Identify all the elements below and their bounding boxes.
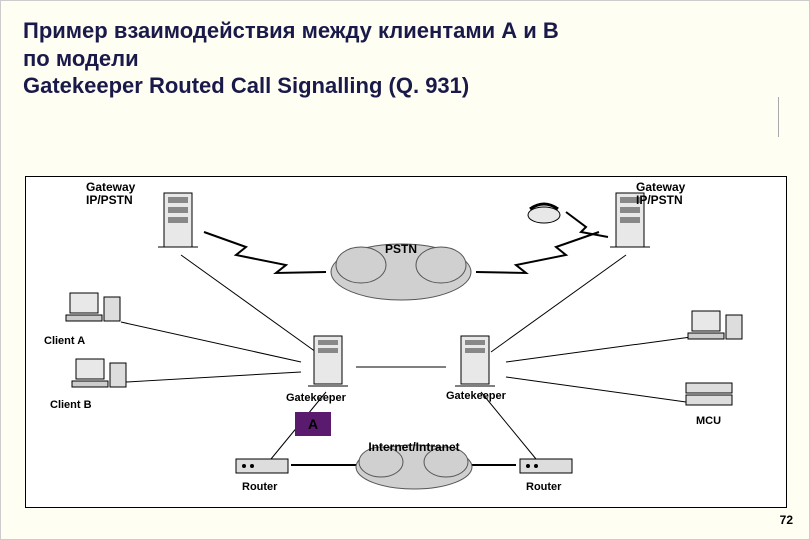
gatekeeper-r-icon	[451, 332, 501, 392]
router-l-icon	[232, 455, 292, 479]
router-r-icon	[516, 455, 576, 479]
title-line2: по модели	[23, 46, 139, 71]
mcu-label: MCU	[696, 415, 721, 427]
slide: Пример взаимодействия между клиентами А …	[0, 0, 810, 540]
client-b-label: Client B	[50, 399, 92, 411]
client-b-icon	[70, 355, 130, 400]
network-diagram: PSTN Internet/Intranet Gateway IP/PSTN	[25, 176, 787, 508]
gatekeeper-r-label: Gatekeeper	[446, 390, 506, 402]
router-r-label: Router	[526, 481, 561, 493]
page-number: 72	[780, 513, 793, 527]
router-l-label: Router	[242, 481, 277, 493]
pstn-cloud: PSTN	[331, 242, 471, 300]
gateway-left-icon	[154, 185, 204, 255]
workstation-r-icon	[686, 307, 746, 352]
internet-label: Internet/Intranet	[368, 440, 459, 454]
title-line3: Gatekeeper Routed Call Signalling (Q. 93…	[23, 73, 469, 98]
diagram-edges: PSTN Internet/Intranet	[26, 177, 786, 507]
gatekeeper-l-icon	[304, 332, 354, 392]
slide-title: Пример взаимодействия между клиентами А …	[23, 17, 753, 100]
marker-box-a: А	[295, 412, 331, 436]
title-line1: Пример взаимодействия между клиентами А …	[23, 18, 559, 43]
client-a-icon	[64, 289, 124, 334]
gatekeeper-l-label: Gatekeeper	[286, 392, 346, 404]
client-a-label: Client A	[44, 335, 85, 347]
mcu-icon	[682, 377, 736, 417]
title-divider	[778, 97, 779, 137]
pstn-label: PSTN	[385, 242, 417, 256]
internet-cloud: Internet/Intranet	[356, 440, 472, 489]
phone-icon	[524, 195, 564, 225]
